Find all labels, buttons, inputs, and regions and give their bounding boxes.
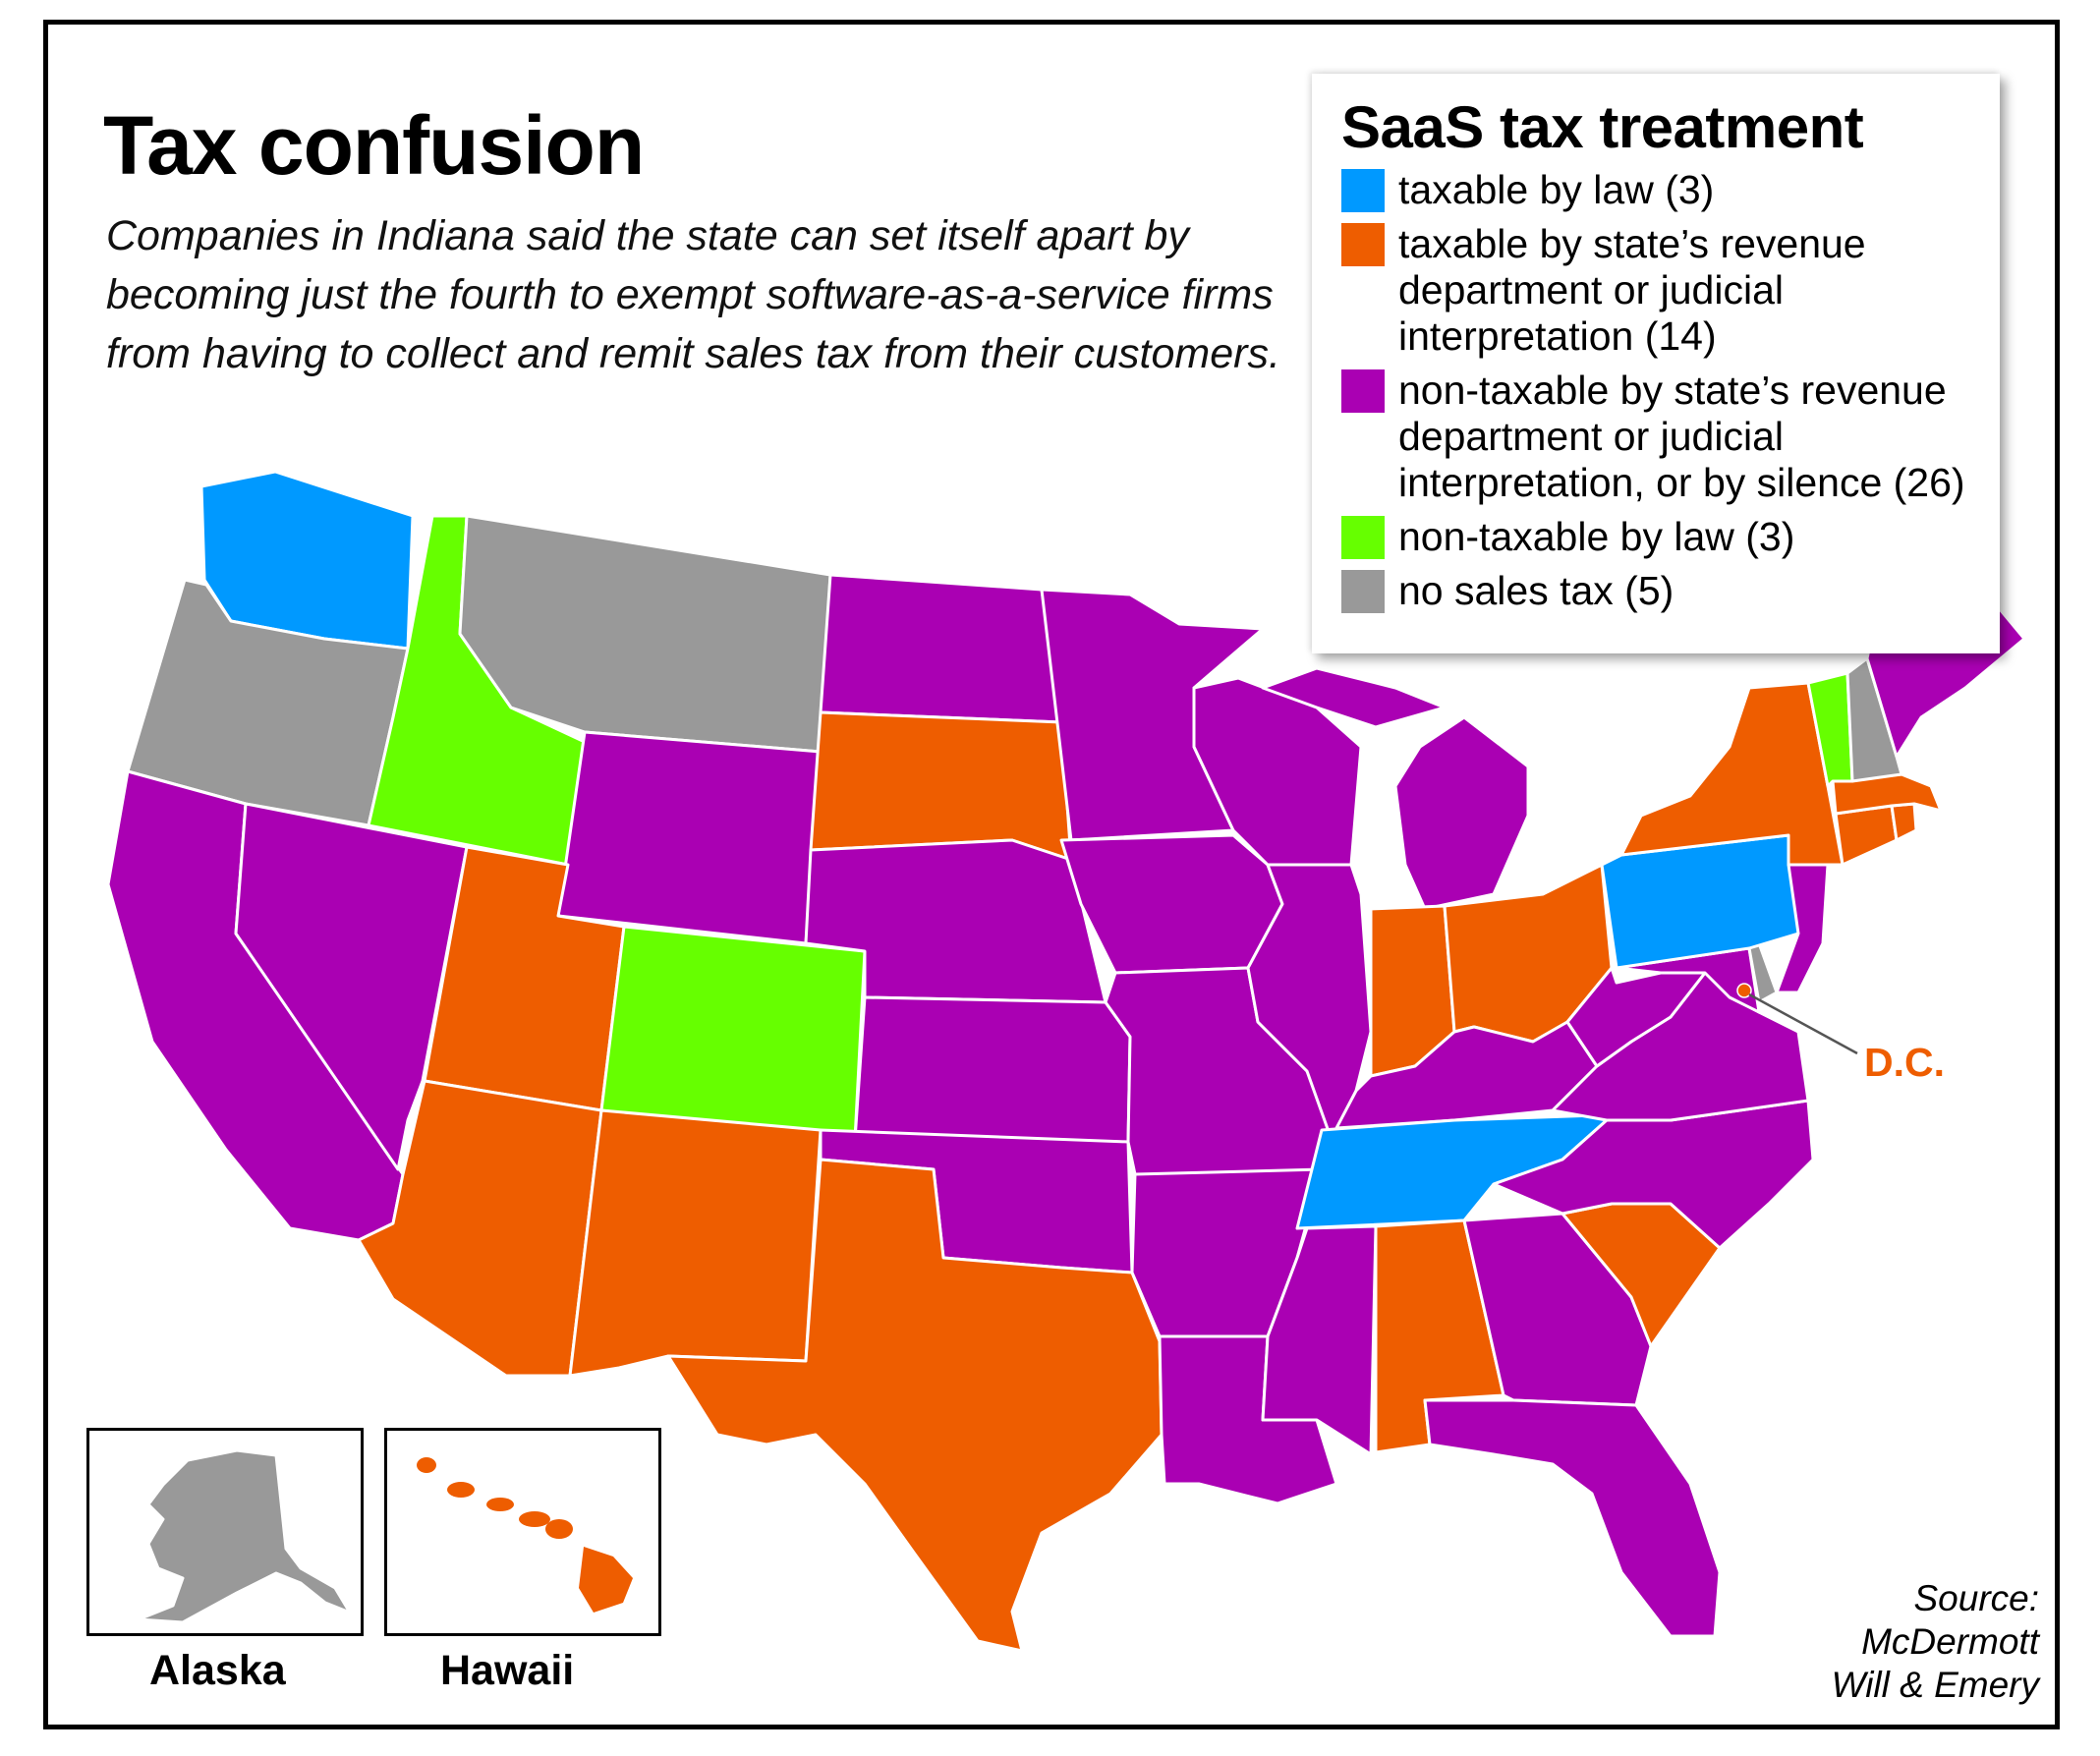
- alaska-inset: [86, 1428, 364, 1636]
- legend: SaaS tax treatment taxable by law (3) ta…: [1312, 74, 2000, 653]
- legend-swatch: [1341, 223, 1385, 266]
- legend-item-taxable-law: taxable by law (3): [1341, 167, 1980, 213]
- state-vermont: [1806, 671, 1854, 788]
- dc-label: D.C.: [1864, 1040, 1945, 1085]
- legend-label: non-taxable by state’s revenue departmen…: [1398, 368, 1965, 505]
- alaska-label: Alaska: [149, 1647, 286, 1694]
- state-new-mexico: [568, 1108, 823, 1378]
- border-frame: [43, 20, 2060, 1729]
- state-wyoming: [556, 730, 823, 945]
- dc-leader-line: [1748, 992, 1858, 1055]
- state-colorado: [599, 925, 867, 1142]
- legend-item-nontaxable-interpretation: non-taxable by state’s revenue departmen…: [1341, 368, 1980, 506]
- legend-swatch: [1341, 169, 1385, 212]
- state-michigan: [1393, 715, 1530, 911]
- alaska-shape: [137, 1448, 352, 1624]
- dc-marker: [1736, 983, 1752, 998]
- state-florida: [1423, 1398, 1722, 1638]
- state-kansas: [853, 995, 1132, 1144]
- subtitle: Companies in Indiana said the state can …: [106, 212, 1280, 377]
- source-note: Source: McDermott Will & Emery: [1832, 1577, 2039, 1707]
- hawaii-inset: [384, 1428, 661, 1636]
- legend-label: non-taxable by law (3): [1398, 514, 1795, 559]
- state-massachusetts: [1831, 772, 1943, 816]
- state-wisconsin: [1192, 676, 1363, 877]
- legend-label: taxable by state’s revenue department or…: [1398, 221, 1866, 359]
- state-new-york: [1619, 681, 1845, 867]
- hawaii-shape: [417, 1457, 633, 1613]
- state-north-dakota: [819, 573, 1063, 724]
- legend-title: SaaS tax treatment: [1341, 94, 1864, 160]
- source-name-2: Will & Emery: [1831, 1665, 2039, 1705]
- legend-item-taxable-interpretation: taxable by state’s revenue department or…: [1341, 221, 1980, 360]
- state-south-dakota: [809, 710, 1073, 862]
- legend-item-no-sales-tax: no sales tax (5): [1341, 568, 1980, 614]
- legend-swatch: [1341, 570, 1385, 613]
- state-connecticut: [1834, 804, 1899, 867]
- state-pennsylvania: [1600, 833, 1815, 970]
- legend-item-nontaxable-law: non-taxable by law (3): [1341, 514, 1980, 560]
- hawaii-label: Hawaii: [440, 1647, 575, 1694]
- state-new-hampshire: [1845, 656, 1903, 783]
- legend-label: no sales tax (5): [1398, 568, 1674, 613]
- legend-label: taxable by law (3): [1398, 167, 1715, 212]
- state-rhode-island: [1890, 802, 1918, 842]
- source-label: Source:: [1913, 1578, 2039, 1618]
- state-michigan-upper: [1261, 666, 1447, 729]
- source-name-1: McDermott: [1861, 1621, 2039, 1662]
- legend-swatch: [1341, 369, 1385, 413]
- legend-swatch: [1341, 516, 1385, 559]
- title: Tax confusion: [103, 99, 645, 192]
